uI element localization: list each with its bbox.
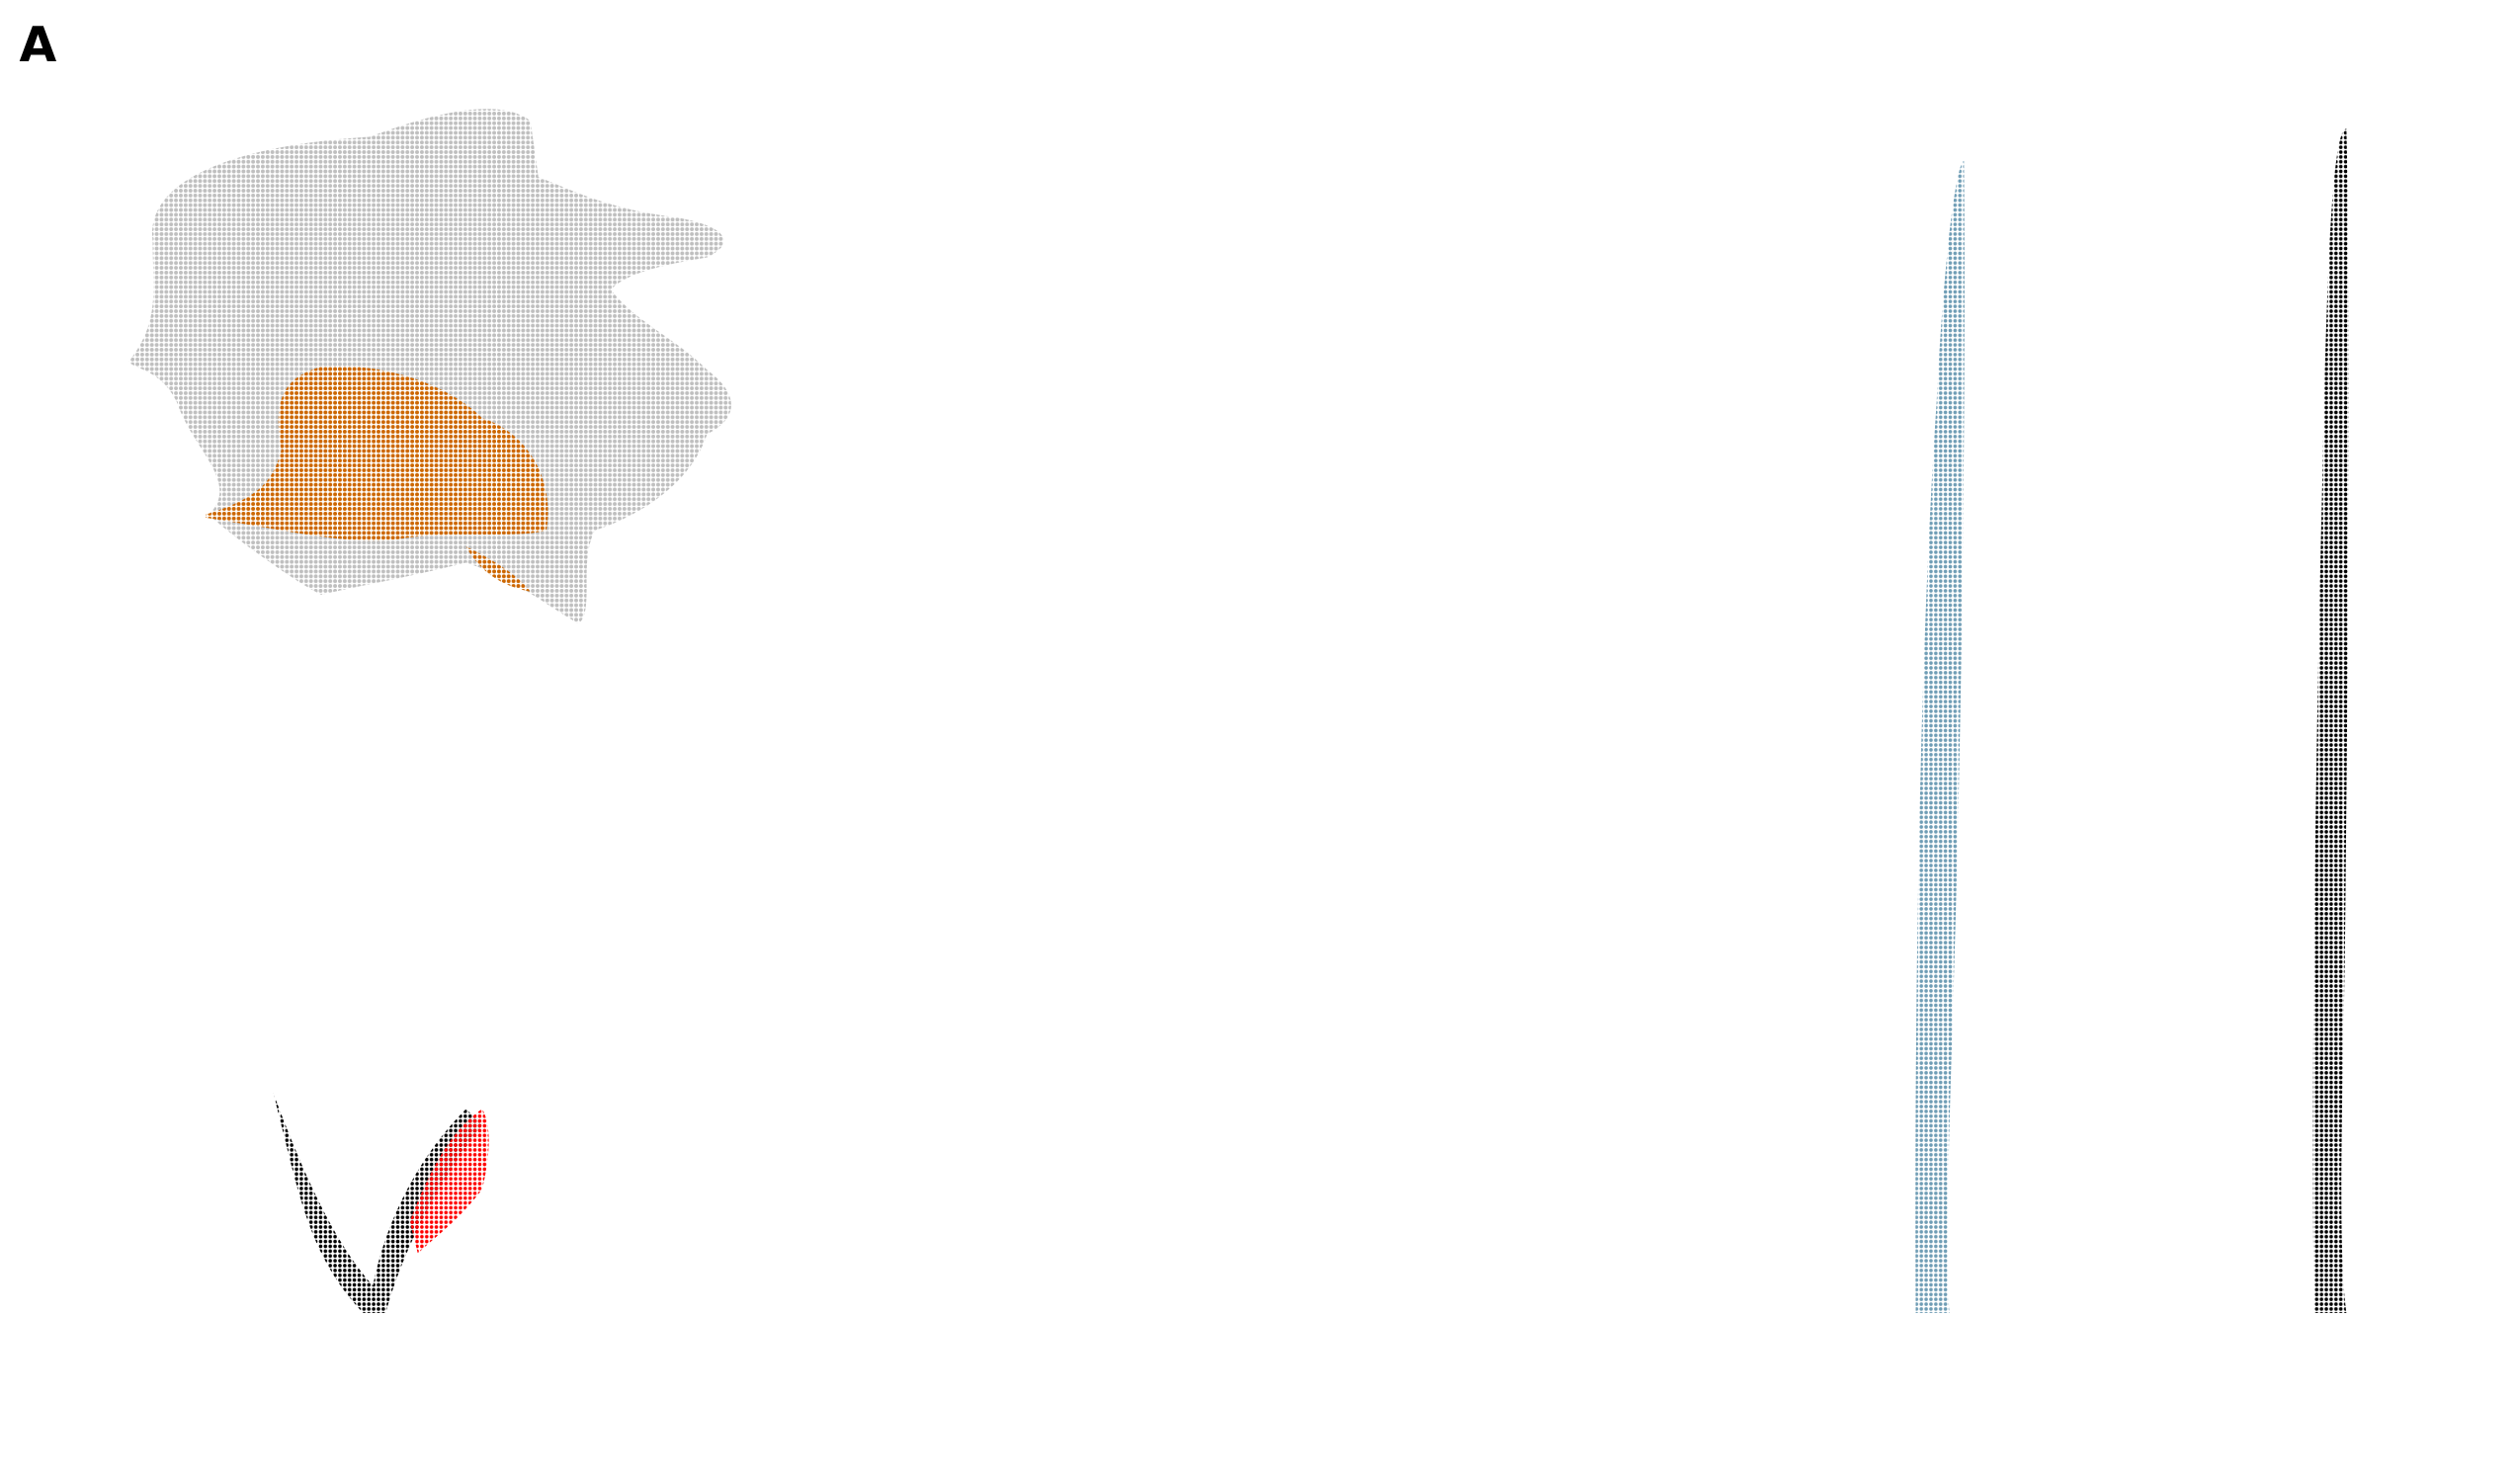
panel-letter: A (20, 17, 57, 73)
umap-cloud (128, 109, 731, 624)
volcano-cloud-d (273, 1093, 489, 1313)
volcano-cloud-c (1915, 160, 1965, 1313)
volcano-cloud-3d (2312, 128, 2349, 1313)
